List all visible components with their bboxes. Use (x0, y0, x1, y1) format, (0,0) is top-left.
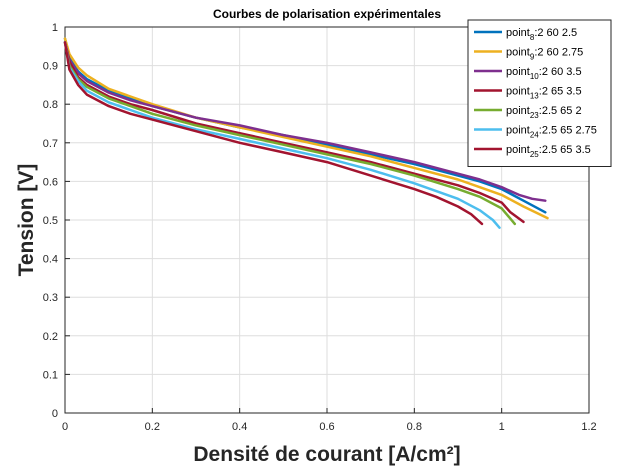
y-tick-label: 0.4 (43, 254, 58, 266)
y-tick-label: 0.7 (43, 138, 58, 150)
legend: point8:2 60 2.5 point9:2 60 2.75 point10:2… (467, 19, 612, 167)
x-tick-label: 1 (499, 421, 505, 433)
series-line-point-9 (63, 37, 549, 220)
legend-label: point9:2 60 2.75 (506, 47, 583, 62)
y-tick-label: 0.8 (43, 99, 58, 111)
y-tick-label: 0.6 (43, 176, 58, 188)
y-tick-label: 0.3 (43, 292, 58, 304)
series-line-point-25 (63, 41, 484, 226)
legend-label: point13:2 65 3.5 (506, 86, 582, 101)
x-tick-label: 0.8 (407, 421, 422, 433)
series-line-point-24 (63, 41, 501, 229)
legend-label: point10:2 60 3.5 (506, 66, 582, 81)
y-tick-label: 0.5 (43, 215, 58, 227)
series-line-point-13 (63, 41, 525, 224)
y-tick-label: 1 (52, 22, 58, 34)
x-tick-label: 0.4 (232, 421, 247, 433)
x-tick-label: 0.6 (319, 421, 334, 433)
x-tick-label: 0.2 (145, 421, 160, 433)
series-line-point-10 (63, 41, 547, 202)
x-axis-title: Densité de courant [A/cm²] (193, 443, 460, 466)
legend-label: point23:2.5 65 2 (506, 105, 582, 120)
legend-label: point25:2.5 65 3.5 (506, 144, 591, 159)
x-tick-label: 1.2 (581, 421, 596, 433)
y-tick-label: 0.9 (43, 61, 58, 73)
y-tick-label: 0.1 (43, 369, 58, 381)
chart-title: Courbes de polarisation expérimentales (213, 7, 441, 21)
axis-ticks: 0 0.2 0.4 0.6 0.8 1 1.2 0 0.1 0.2 0.3 0.4 0.5 0.6 0.7 0… (43, 22, 597, 433)
y-axis-title: Tension [V] (15, 164, 38, 277)
series-lines (63, 37, 549, 229)
y-tick-label: 0.2 (43, 331, 58, 343)
y-tick-label: 0 (52, 408, 58, 420)
legend-box (467, 19, 612, 167)
series-line-point-23 (63, 41, 517, 226)
legend-label: point8:2 60 2.5 (506, 27, 577, 42)
x-tick-label: 0 (62, 421, 68, 433)
legend-label: point24:2.5 65 2.75 (506, 125, 597, 140)
